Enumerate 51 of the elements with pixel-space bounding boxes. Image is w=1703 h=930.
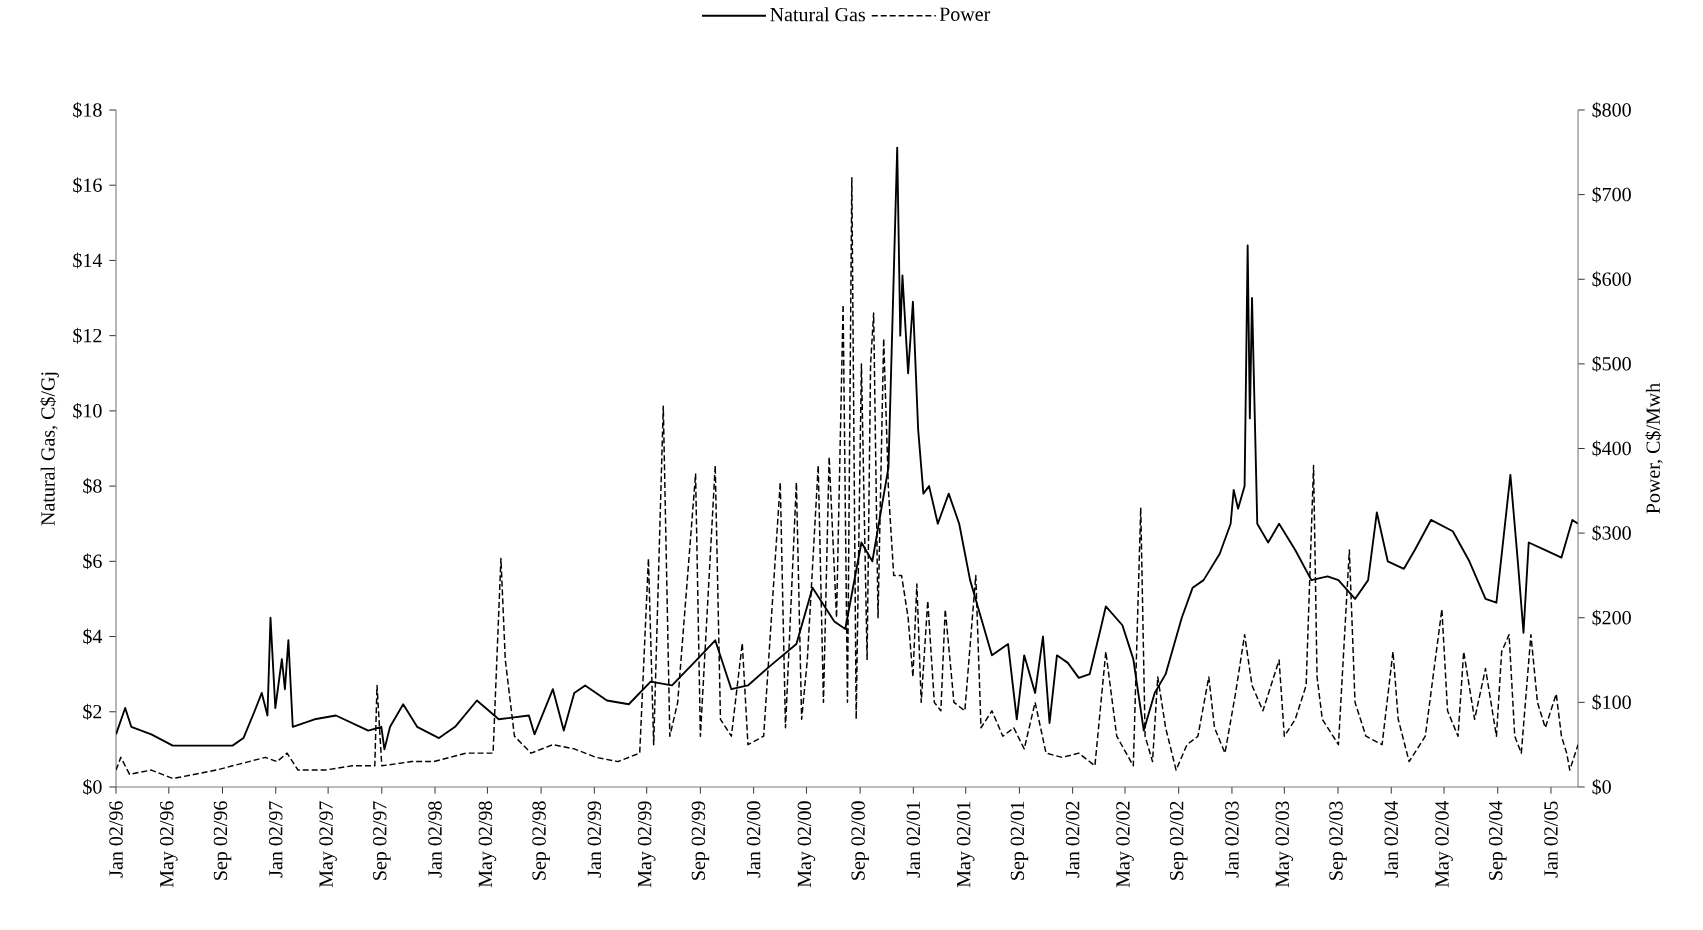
x-tick-label: Jan 02/02 [1065, 801, 1080, 878]
y2-tick-label: $200 [1592, 609, 1631, 626]
x-tick-label: May 02/04 [1435, 800, 1453, 888]
x-tick-label: Sep 02/99 [691, 801, 710, 880]
y-tick-label: $12 [73, 327, 102, 344]
x-tick-label: May 02/03 [1275, 801, 1294, 888]
y-tick-label: $4 [83, 628, 103, 645]
y-tick-label: $0 [83, 779, 102, 795]
x-tick-label: May 02/01 [956, 801, 975, 888]
y-axis-title: Natural Gas, C$/Gj [40, 372, 59, 526]
y-tick-label: $18 [73, 101, 102, 118]
x-tick-label: Jan 02/05 [1544, 801, 1558, 878]
x-tick-label: May 02/96 [160, 801, 178, 888]
x-tick-label: Jan 02/99 [587, 801, 602, 878]
x-tick-label: Sep 02/00 [851, 801, 869, 880]
y2-tick-label: $0 [1592, 778, 1611, 795]
x-tick-label: Sep 02/97 [373, 801, 391, 880]
legend-label: Natural Gas [770, 7, 865, 22]
legend-label: Power [939, 7, 991, 21]
x-tick-label: May 02/98 [478, 801, 497, 888]
y-tick-label: $10 [73, 402, 102, 419]
x-tick-label: Sep 02/01 [1010, 801, 1029, 880]
x-tick-label: Sep 02/04 [1488, 800, 1507, 880]
y2-tick-label: $500 [1592, 355, 1631, 372]
y2-tick-label: $400 [1592, 440, 1631, 457]
x-tick-label: May 02/00 [797, 801, 816, 888]
x-tick-label: Sep 02/96 [213, 801, 232, 880]
y2-tick-label: $700 [1592, 186, 1631, 203]
x-tick-label: Sep 02/98 [532, 801, 550, 880]
y-tick-label: $16 [73, 177, 102, 194]
x-tick-label: May 02/02 [1116, 801, 1134, 888]
y2-tick-label: $100 [1592, 694, 1631, 711]
y2-axis-title: Power, C$/Mwh [1645, 383, 1663, 514]
x-tick-label: Jan 02/01 [906, 801, 921, 878]
x-tick-label: Sep 02/03 [1329, 801, 1347, 880]
y-tick-label: $6 [83, 553, 102, 570]
y2-tick-label: $300 [1592, 525, 1631, 542]
x-tick-label: Jan 02/04 [1384, 800, 1398, 878]
x-tick-label: Jan 02/98 [428, 801, 442, 878]
y-tick-label: $14 [73, 252, 103, 269]
x-tick-label: Jan 02/03 [1225, 801, 1239, 878]
x-tick-label: May 02/99 [637, 801, 656, 888]
x-tick-label: Jan 02/00 [746, 801, 761, 878]
x-tick-label: Jan 02/97 [268, 801, 283, 878]
y2-tick-label: $800 [1592, 102, 1631, 118]
x-tick-label: May 02/97 [319, 801, 337, 888]
y-tick-label: $8 [83, 478, 102, 495]
y-tick-label: $2 [83, 703, 102, 720]
x-tick-label: Sep 02/02 [1169, 801, 1188, 880]
x-tick-label: Jan 02/96 [109, 801, 123, 878]
y2-tick-label: $600 [1592, 271, 1631, 288]
